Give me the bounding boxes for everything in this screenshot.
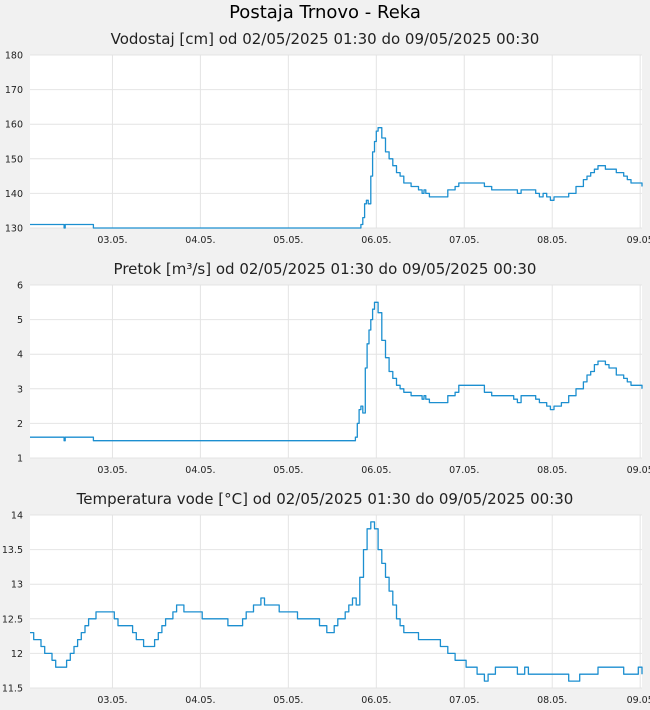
discharge-y-tick-label: 5: [17, 315, 23, 326]
water-temperature-y-tick-label: 11.5: [2, 684, 23, 695]
water-temperature-y-tick-label: 12.5: [2, 614, 23, 625]
discharge-y-tick-label: 3: [17, 384, 23, 395]
water-level-x-tick-label: 04.05.: [185, 235, 215, 246]
water-level-y-tick-label: 160: [5, 120, 23, 131]
water-temperature-x-tick-label: 05.05.: [273, 695, 303, 706]
water-level-y-tick-label: 130: [5, 224, 23, 235]
water-level-x-tick-label: 09.05: [627, 235, 650, 246]
water-level-y-tick-label: 170: [5, 85, 23, 96]
water-temperature-y-tick-label: 13: [11, 580, 23, 591]
discharge-y-tick-label: 4: [17, 350, 23, 361]
water-level-series-line: [30, 127, 643, 229]
discharge-x-tick-label: 08.05.: [537, 465, 567, 476]
water-temperature-y-tick-label: 12: [11, 649, 23, 660]
water-level-x-tick-label: 05.05.: [273, 235, 303, 246]
water-temperature-x-tick-label: 04.05.: [185, 695, 215, 706]
water-level-x-tick-label: 06.05.: [361, 235, 391, 246]
discharge-series-line: [30, 301, 643, 442]
water-temperature-x-tick-label: 06.05.: [361, 695, 391, 706]
discharge-x-tick-label: 05.05.: [273, 465, 303, 476]
discharge-chart-title: Pretok [m³/s] od 02/05/2025 01:30 do 09/…: [113, 260, 537, 278]
discharge-x-tick-label: 07.05.: [449, 465, 479, 476]
water-level-y-tick-label: 140: [5, 189, 23, 200]
water-temperature-chart-title: Temperatura vode [°C] od 02/05/2025 01:3…: [76, 490, 574, 508]
discharge-y-tick-label: 1: [17, 454, 23, 465]
discharge-y-tick-label: 6: [17, 281, 23, 292]
discharge-x-tick-label: 04.05.: [185, 465, 215, 476]
water-temperature-plot-area: [30, 515, 642, 688]
water-temperature-x-tick-label: 08.05.: [537, 695, 567, 706]
water-temperature-x-tick-label: 07.05.: [449, 695, 479, 706]
water-level-y-tick-label: 150: [5, 154, 23, 165]
discharge-y-tick-label: 2: [17, 419, 23, 430]
water-temperature-series-line: [30, 521, 643, 682]
discharge-x-tick-label: 09.05: [627, 465, 650, 476]
water-level-plot-area: [30, 55, 642, 228]
discharge-plot-area: [30, 285, 642, 458]
water-level-x-tick-label: 08.05.: [537, 235, 567, 246]
station-title: Postaja Trnovo - Reka: [229, 2, 421, 23]
water-temperature-x-tick-label: 03.05.: [97, 695, 127, 706]
water-temperature-x-tick-label: 09.05: [627, 695, 650, 706]
water-level-x-tick-label: 03.05.: [97, 235, 127, 246]
water-level-y-tick-label: 180: [5, 51, 23, 62]
water-temperature-y-tick-label: 13.5: [2, 545, 23, 556]
water-level-chart-title: Vodostaj [cm] od 02/05/2025 01:30 do 09/…: [110, 30, 540, 48]
water-temperature-y-tick-label: 14: [11, 511, 23, 522]
discharge-x-tick-label: 03.05.: [97, 465, 127, 476]
discharge-x-tick-label: 06.05.: [361, 465, 391, 476]
water-level-x-tick-label: 07.05.: [449, 235, 479, 246]
